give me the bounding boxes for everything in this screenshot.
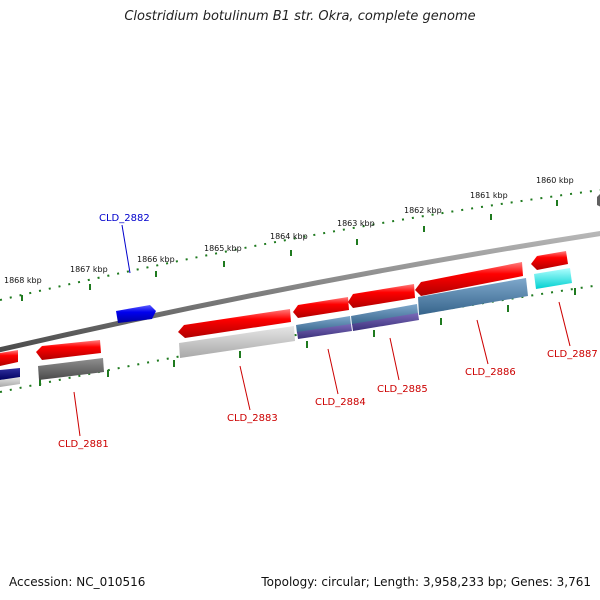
gene-label-cld-2887[interactable]: CLD_2887 — [547, 349, 598, 360]
feature-box-dark — [38, 358, 104, 380]
label-leaders — [73, 224, 571, 437]
gene-label-cld-2883[interactable]: CLD_2883 — [227, 413, 278, 424]
backbone-end-cap — [597, 194, 600, 207]
gene-cld-2887-arrow[interactable] — [531, 251, 568, 270]
feature-box-gray-left — [0, 377, 20, 387]
scale-label: 1866 kbp — [137, 255, 175, 264]
feature-box-steel-3 — [418, 278, 528, 315]
feature-box-purple-2 — [352, 313, 419, 331]
gene-label-cld-2882[interactable]: CLD_2882 — [99, 213, 150, 224]
feature-box-purple-1 — [297, 324, 352, 339]
genome-summary-text: Topology: circular; Length: 3,958,233 bp… — [261, 575, 591, 589]
scale-label: 1863 kbp — [337, 219, 375, 228]
gene-cld-2881b-arrow[interactable] — [36, 340, 101, 360]
gene-labels: CLD_2882 CLD_2881 CLD_2883 CLD_2884 CLD_… — [58, 213, 598, 450]
outer-major-ticks — [21, 200, 558, 301]
feature-box-navy — [0, 368, 20, 380]
inner-major-ticks — [39, 288, 576, 386]
gene-cld-2885-arrow[interactable] — [348, 284, 415, 308]
reverse-gene-arrows — [0, 251, 568, 366]
scale-label: 1867 kbp — [70, 265, 108, 274]
feature-box-gray — [179, 326, 295, 358]
gene-label-cld-2886[interactable]: CLD_2886 — [465, 367, 516, 378]
feature-boxes — [0, 268, 572, 387]
scale-label: 1861 kbp — [470, 191, 508, 200]
feature-box-steel-2 — [351, 304, 418, 325]
gene-cld-2884-arrow[interactable] — [293, 297, 349, 318]
scale-label: 1860 kbp — [536, 176, 574, 185]
gene-cld-2886-arrow[interactable] — [415, 262, 523, 296]
scale-label: 1868 kbp — [4, 276, 42, 285]
feature-box-steel-1 — [296, 316, 351, 333]
gene-cld-2881-arrow[interactable] — [0, 350, 18, 366]
genome-title: Clostridium botulinum B1 str. Okra, comp… — [124, 9, 476, 24]
gene-label-cld-2884[interactable]: CLD_2884 — [315, 397, 366, 408]
scale-label: 1864 kbp — [270, 232, 308, 241]
feature-box-cyan — [534, 268, 572, 289]
gene-cld-2882[interactable] — [116, 305, 156, 323]
gene-label-cld-2881[interactable]: CLD_2881 — [58, 439, 109, 450]
accession-text: Accession: NC_010516 — [9, 575, 146, 589]
gene-label-cld-2885[interactable]: CLD_2885 — [377, 384, 428, 395]
gene-cld-2883-arrow[interactable] — [178, 309, 291, 338]
scale-label: 1865 kbp — [204, 244, 242, 253]
genome-backbone — [0, 231, 600, 353]
scale-labels: 1868 kbp 1867 kbp 1866 kbp 1865 kbp 1864… — [4, 176, 574, 285]
scale-label: 1862 kbp — [404, 206, 442, 215]
